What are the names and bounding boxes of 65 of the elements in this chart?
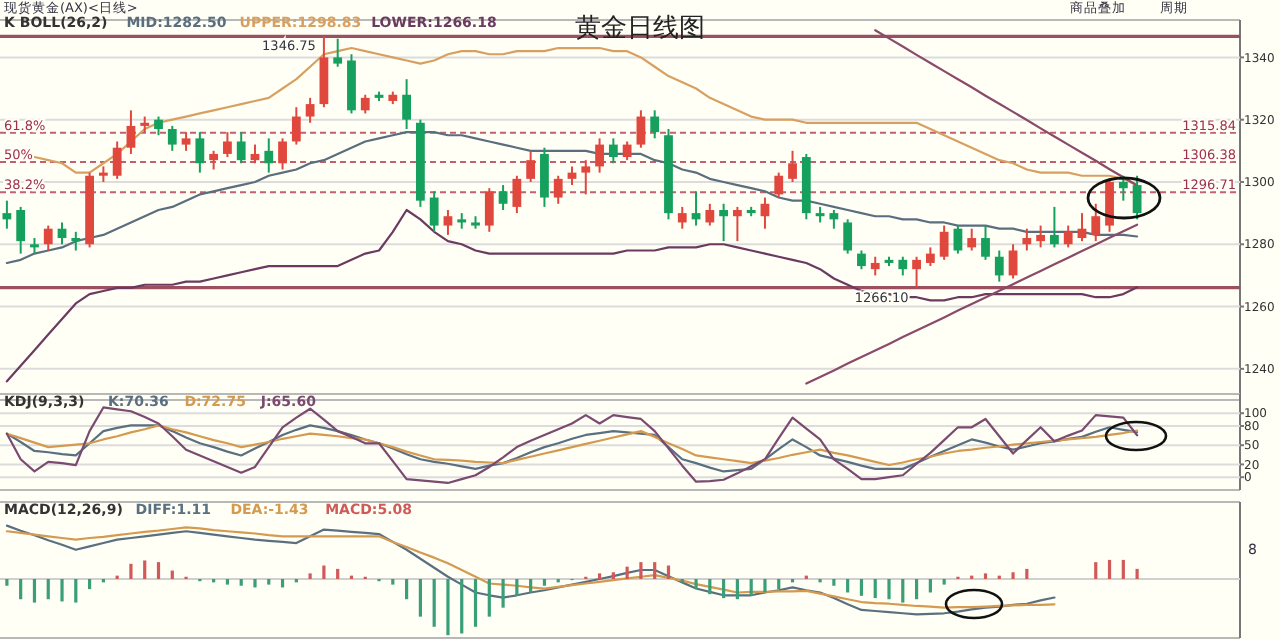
candlestick	[1132, 174, 1142, 221]
candlestick	[553, 174, 563, 205]
candlestick	[1036, 224, 1046, 249]
candlestick	[540, 146, 549, 208]
candlestick	[195, 131, 205, 174]
line-series	[805, 223, 1139, 385]
candlestick	[636, 109, 646, 149]
candlestick	[1063, 224, 1073, 249]
candlestick	[498, 184, 508, 211]
candlestick	[1118, 174, 1128, 202]
candlestick	[278, 137, 287, 171]
candlestick	[526, 149, 536, 183]
candlestick	[43, 224, 53, 252]
candlestick	[939, 224, 949, 261]
candlestick	[71, 230, 81, 252]
candlestick	[484, 187, 494, 233]
candlestick	[112, 140, 122, 180]
candlestick	[925, 246, 935, 268]
candlestick	[870, 255, 880, 277]
candlestick	[291, 106, 301, 146]
candlestick	[994, 249, 1004, 283]
candlestick	[2, 199, 12, 230]
candlestick	[719, 202, 729, 243]
candlestick	[333, 37, 343, 68]
candlestick	[843, 218, 853, 255]
candlestick	[1091, 202, 1101, 243]
candlestick	[705, 202, 715, 227]
line-series	[5, 131, 1139, 265]
candlestick	[181, 131, 191, 152]
candlestick	[305, 96, 315, 124]
candlestick	[443, 209, 453, 236]
candlestick	[402, 78, 411, 131]
candlestick	[829, 209, 839, 230]
candlestick	[967, 227, 977, 252]
candlestick	[608, 137, 618, 165]
candlestick	[360, 93, 370, 115]
candlestick	[857, 249, 866, 271]
candlestick	[581, 159, 591, 196]
candlestick	[595, 137, 604, 174]
chart-title: 黄金日线图	[575, 12, 705, 42]
candlestick	[622, 140, 632, 162]
candlestick	[223, 131, 232, 159]
candlestick	[981, 224, 990, 261]
candlestick	[319, 35, 329, 109]
candlestick	[167, 124, 177, 152]
candlestick	[512, 174, 522, 215]
candlestick	[677, 205, 687, 230]
candlestick	[16, 205, 26, 255]
line-series	[5, 208, 1139, 383]
candlestick	[1050, 205, 1059, 249]
candlestick	[126, 109, 136, 155]
candlestick	[236, 131, 246, 165]
candlestick	[1008, 243, 1018, 280]
candlestick	[733, 205, 742, 243]
candlestick	[209, 149, 219, 171]
candlestick	[898, 255, 908, 277]
candlestick	[154, 115, 163, 137]
candlestick	[912, 255, 921, 289]
candlestick	[650, 109, 660, 140]
candlestick	[429, 190, 439, 233]
candlestick	[1105, 177, 1114, 233]
candlestick	[264, 137, 274, 174]
candlestick	[774, 171, 784, 199]
candlestick	[1022, 227, 1032, 252]
candlestick	[788, 149, 797, 183]
